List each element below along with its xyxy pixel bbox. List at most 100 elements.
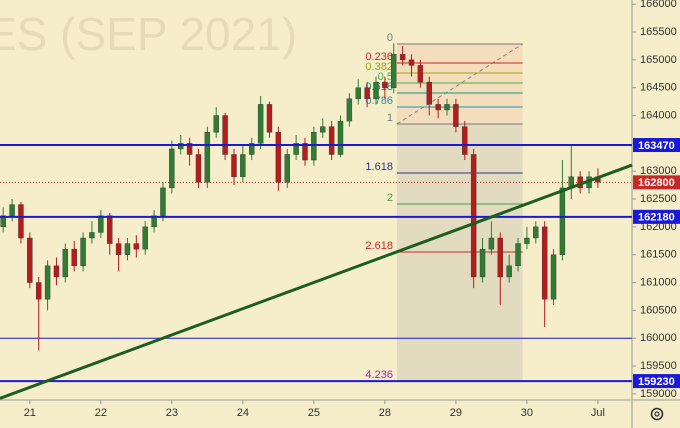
candle-body — [515, 243, 521, 267]
y-tick-label: 164500 — [640, 82, 677, 94]
x-tick-label: Jul — [591, 407, 605, 419]
y-tick-label: 160000 — [640, 332, 677, 344]
x-tick-label: 28 — [379, 407, 391, 419]
candle-body — [311, 132, 317, 161]
y-tick-label: 162500 — [640, 193, 677, 205]
candle-body — [160, 187, 166, 216]
candle-body — [435, 104, 441, 111]
candle-body — [470, 154, 477, 278]
candle-body — [98, 215, 104, 233]
candle-body — [444, 104, 450, 111]
candle-body — [204, 132, 211, 183]
candle-body — [328, 126, 335, 155]
candle-body — [275, 132, 282, 183]
candle-body — [186, 143, 193, 155]
y-tick-label: 160500 — [640, 304, 677, 316]
candle-body — [124, 243, 131, 255]
candle-body — [533, 226, 539, 239]
x-tick-label: 30 — [521, 407, 533, 419]
y-tick-label: 164000 — [640, 109, 677, 121]
candle-body — [27, 237, 33, 283]
candle-body — [89, 232, 95, 239]
candle-body — [231, 154, 237, 177]
candle-body — [453, 104, 459, 127]
candle-body — [133, 243, 140, 250]
candle-body — [80, 237, 86, 267]
candle-body — [426, 81, 432, 105]
candle-body — [44, 265, 51, 300]
candle-body — [524, 237, 530, 244]
fib-label: 1.618 — [365, 161, 393, 173]
candle-body — [284, 154, 290, 183]
x-tick-label: 23 — [166, 407, 178, 419]
x-tick-label: 22 — [95, 407, 107, 419]
candle-body — [302, 143, 308, 161]
fib-zone — [396, 123, 523, 382]
price-level-label: 162180 — [638, 212, 675, 224]
price-level-label: 159230 — [638, 376, 675, 388]
candle-body — [417, 65, 424, 83]
fib-label: 4.236 — [365, 369, 393, 381]
candle-body — [169, 148, 175, 189]
candle-body — [559, 187, 566, 255]
y-tick-label: 161500 — [640, 249, 677, 261]
fib-label: 2 — [387, 192, 393, 204]
x-tick-label: 25 — [308, 407, 320, 419]
x-tick-label: 21 — [24, 407, 36, 419]
x-tick-label: 29 — [450, 407, 462, 419]
candle-body — [391, 54, 397, 88]
y-tick-label: 165000 — [640, 54, 677, 66]
candle-body — [479, 248, 486, 278]
price-level-box — [633, 374, 680, 389]
candle-body — [36, 282, 42, 300]
candle-body — [373, 81, 379, 100]
candle-body — [115, 243, 122, 255]
candle-body — [337, 120, 344, 155]
candle-body — [550, 254, 557, 300]
candle-body — [399, 54, 406, 61]
fib-label: 0.236 — [365, 51, 393, 63]
candle-body — [408, 59, 415, 66]
candle-body — [257, 104, 264, 144]
candle-body — [320, 126, 326, 133]
fib-label: 0 — [387, 32, 393, 44]
y-tick-label: 166000 — [640, 0, 677, 10]
candle-body — [151, 215, 157, 228]
y-tick-label: 165500 — [640, 26, 677, 38]
candle-body — [9, 204, 15, 216]
candle-body — [18, 204, 24, 239]
candle-body — [53, 265, 60, 278]
x-tick-label: 24 — [237, 407, 249, 419]
candle-body — [0, 215, 6, 228]
candle-body — [488, 237, 495, 250]
candle-body — [62, 248, 69, 278]
candle-body — [462, 126, 468, 155]
candle-body — [364, 87, 370, 100]
price-level-box — [633, 138, 680, 153]
candle-body — [355, 87, 361, 100]
candle-body — [178, 143, 184, 150]
candle-body — [346, 98, 353, 122]
fib-label: 1 — [387, 112, 393, 124]
watermark: ES (SEP 2021) — [0, 8, 297, 60]
candle-body — [382, 81, 388, 88]
fib-label: 0.786 — [365, 95, 393, 107]
candle-body — [71, 248, 77, 267]
candle-body — [249, 143, 255, 155]
fib-label: 2.618 — [365, 240, 393, 252]
candle-body — [107, 215, 113, 244]
candle-body — [240, 154, 246, 177]
settings-icon[interactable] — [650, 407, 664, 421]
y-tick-label: 163000 — [640, 165, 677, 177]
y-tick-label: 159000 — [640, 388, 677, 400]
candle-body — [222, 115, 228, 155]
candle-body — [506, 265, 512, 278]
fib-diagonal — [396, 43, 523, 125]
fib-label: 0.382 — [365, 61, 393, 73]
candle-body — [142, 226, 148, 250]
candle-body — [266, 104, 273, 133]
y-tick-label: 161000 — [640, 276, 677, 288]
trendline — [0, 163, 633, 400]
candle-body — [497, 237, 503, 278]
